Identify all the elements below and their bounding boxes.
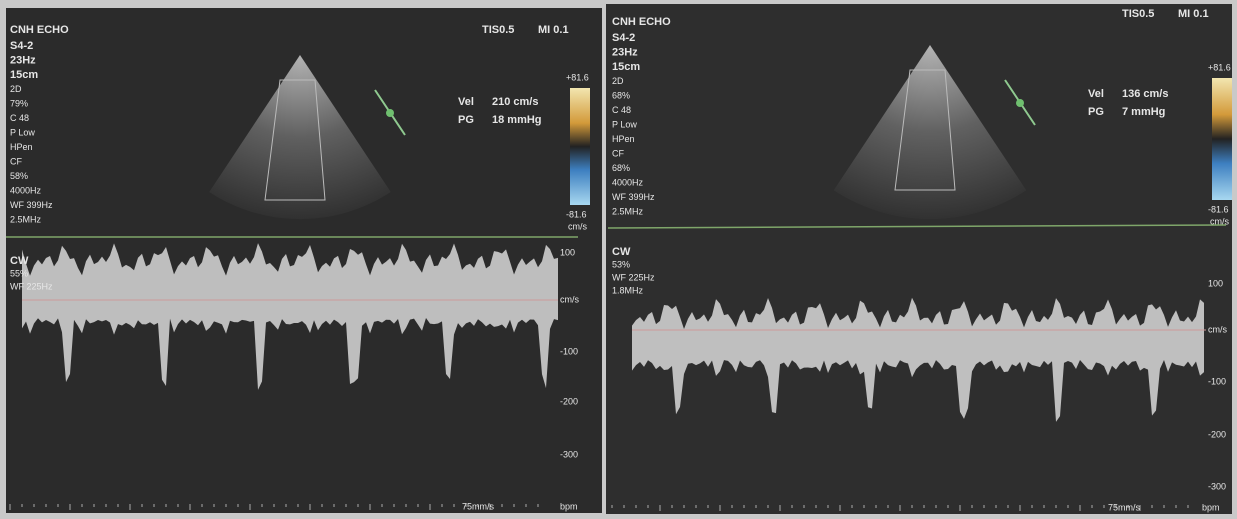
- cw-setting: WF 225Hz: [612, 272, 655, 282]
- cw-setting: 55%: [10, 268, 28, 278]
- vel-label: Vel: [1088, 88, 1104, 100]
- setting: WF 399Hz: [612, 192, 655, 202]
- cw-setting: CW: [10, 255, 29, 267]
- vel-value: 210 cm/s: [492, 96, 538, 108]
- mi: MI 0.1: [538, 24, 569, 36]
- velocity-scale: -200: [1208, 429, 1226, 439]
- cw-gate: [386, 109, 394, 117]
- mi: MI 0.1: [1178, 8, 1209, 20]
- setting: CF: [612, 148, 624, 158]
- pg-value: 18 mmHg: [492, 114, 542, 126]
- tis: TIS0.5: [1122, 8, 1154, 20]
- setting: HPen: [10, 142, 33, 152]
- sweep-speed: 75mm/s: [1108, 502, 1141, 512]
- setting: P Low: [10, 127, 35, 137]
- setting: 2D: [10, 84, 22, 94]
- cw-gate: [1016, 99, 1024, 107]
- color-bar-top: +81.6: [1208, 62, 1231, 72]
- setting: S4-2: [612, 32, 635, 44]
- setting: 68%: [612, 90, 630, 100]
- pg-label: PG: [458, 114, 474, 126]
- velocity-scale: -100: [1208, 376, 1226, 386]
- setting: 68%: [612, 163, 630, 173]
- setting: CF: [10, 156, 22, 166]
- color-bar: [570, 88, 590, 205]
- setting: P Low: [612, 119, 637, 129]
- setting: S4-2: [10, 40, 33, 52]
- velocity-scale: -300: [560, 449, 578, 459]
- setting: 58%: [10, 171, 28, 181]
- pg-label: PG: [1088, 106, 1104, 118]
- color-bar: [1212, 78, 1232, 200]
- color-bar-bottom: -81.6: [566, 209, 587, 219]
- ultrasound-screen: CNH ECHO TIS0.5 MI 0.1 S4-2 23Hz 15cm 2D 79% C 4…: [0, 0, 1237, 519]
- color-bar-bottom: -81.6: [1208, 204, 1229, 214]
- setting: 2.5MHz: [10, 214, 42, 224]
- setting: 2.5MHz: [612, 206, 644, 216]
- velocity-scale: -300: [1208, 481, 1226, 491]
- cw-setting: 1.8MHz: [612, 285, 644, 295]
- setting: 23Hz: [10, 54, 36, 66]
- vel-value: 136 cm/s: [1122, 88, 1168, 100]
- setting: WF 399Hz: [10, 200, 53, 210]
- header-title: CNH ECHO: [10, 24, 69, 36]
- velocity-scale: 100: [560, 247, 575, 257]
- cw-setting: CW: [612, 246, 631, 258]
- setting: 23Hz: [612, 46, 638, 58]
- setting: 15cm: [612, 61, 640, 73]
- setting: 4000Hz: [612, 177, 644, 187]
- setting: 2D: [612, 76, 624, 86]
- color-bar-unit: cm/s: [568, 221, 587, 231]
- pg-value: 7 mmHg: [1122, 106, 1165, 118]
- header-title: CNH ECHO: [612, 16, 671, 28]
- sweep-speed: 75mm/s: [462, 501, 495, 511]
- color-bar-top: +81.6: [566, 72, 589, 82]
- velocity-scale: -200: [560, 396, 578, 406]
- setting: HPen: [612, 134, 635, 144]
- tis: TIS0.5: [482, 24, 514, 36]
- velocity-scale: -100: [560, 346, 578, 356]
- setting: 79%: [10, 98, 28, 108]
- bpm: bpm: [560, 501, 578, 511]
- velocity-scale: 100: [1208, 278, 1223, 288]
- cw-setting: 53%: [612, 259, 630, 269]
- vel-label: Vel: [458, 96, 474, 108]
- cw-setting: WF 225Hz: [10, 281, 53, 291]
- bpm: bpm: [1202, 502, 1220, 512]
- setting: 4000Hz: [10, 185, 42, 195]
- setting: C 48: [612, 105, 631, 115]
- velocity-scale: cm/s: [560, 294, 579, 304]
- velocity-scale: cm/s: [1208, 324, 1227, 334]
- setting: C 48: [10, 113, 29, 123]
- setting: 15cm: [10, 69, 38, 81]
